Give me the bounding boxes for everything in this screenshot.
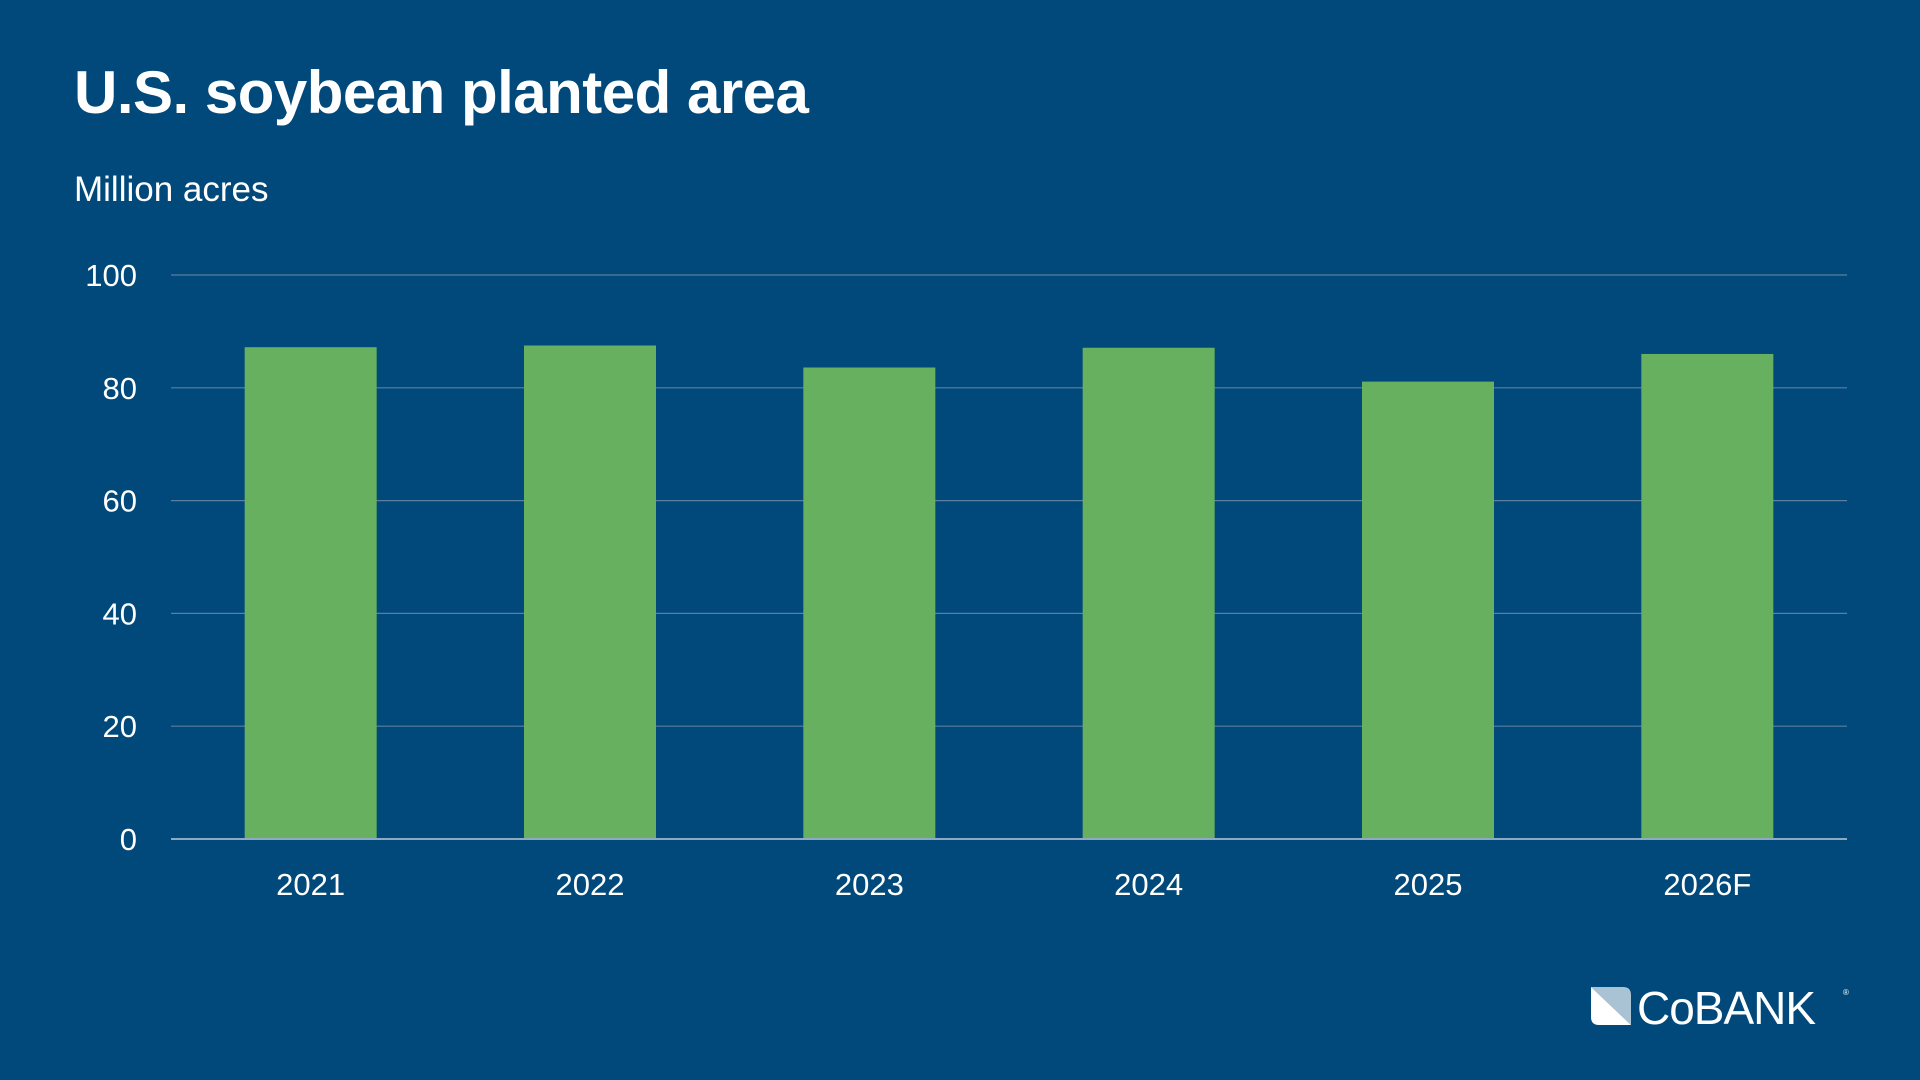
svg-text:CoBANK: CoBANK: [1637, 985, 1816, 1027]
x-tick-label: 2026F: [1663, 867, 1751, 902]
bar-2021: [244, 347, 377, 838]
x-tick-label: 2024: [1114, 867, 1183, 902]
y-tick-label: 0: [120, 822, 137, 857]
chart-subtitle: Million acres: [74, 170, 269, 209]
cobank-logo: CoBANK ®: [1591, 985, 1849, 1027]
y-tick-label: 20: [103, 709, 137, 744]
bar-2025: [1362, 381, 1494, 838]
bar-2024: [1082, 347, 1215, 838]
svg-text:®: ®: [1843, 988, 1849, 997]
bar-2023: [803, 367, 936, 838]
bar-2026F: [1641, 353, 1774, 838]
y-tick-label: 40: [103, 596, 137, 631]
y-tick-label: 100: [85, 258, 137, 293]
x-tick-label: 2021: [276, 867, 345, 902]
x-tick-label: 2022: [556, 867, 625, 902]
y-tick-label: 80: [103, 371, 137, 406]
chart-title: U.S. soybean planted area: [74, 59, 809, 126]
x-tick-label: 2025: [1394, 867, 1463, 902]
y-tick-label: 60: [103, 484, 137, 519]
bar-2022: [524, 345, 656, 838]
x-tick-label: 2023: [835, 867, 904, 902]
